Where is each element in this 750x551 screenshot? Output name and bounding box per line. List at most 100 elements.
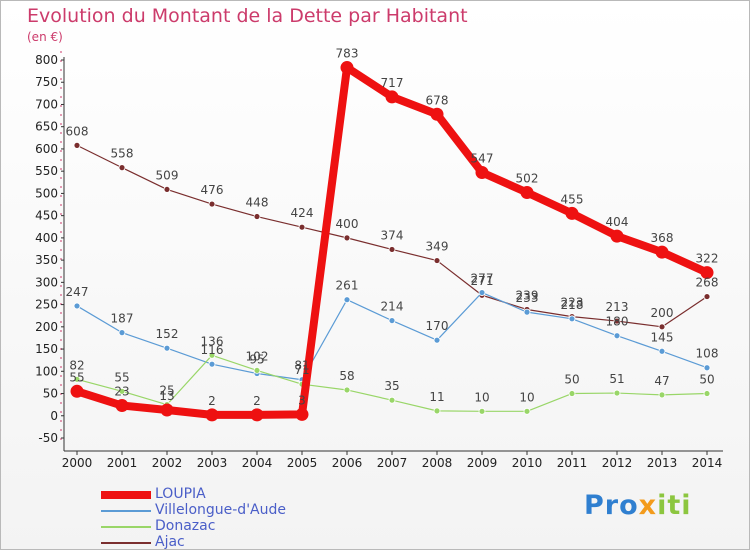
x-tick-label: 2012: [602, 456, 633, 470]
x-tick-label: 2008: [422, 456, 453, 470]
data-label: 218: [561, 298, 584, 312]
data-point: [208, 351, 216, 359]
y-tick-label: 350: [35, 253, 58, 267]
x-tick-label: 2002: [152, 456, 183, 470]
x-tick-label: 2014: [692, 456, 723, 470]
data-label: 10: [474, 390, 489, 404]
data-point: [253, 213, 261, 220]
data-label: 214: [381, 300, 404, 314]
data-point: [613, 317, 621, 325]
data-label: 50: [564, 373, 579, 387]
data-label: 261: [336, 279, 359, 293]
data-label: 13: [159, 389, 174, 403]
data-point: [658, 391, 666, 399]
data-point: [703, 293, 711, 300]
data-label: 55: [114, 370, 129, 384]
data-point: [73, 302, 81, 310]
legend-item-donazac: Donazac: [101, 518, 361, 535]
data-label: 476: [201, 183, 224, 197]
x-tick-label: 2001: [107, 456, 138, 470]
data-label: 322: [696, 252, 719, 266]
data-label: 349: [426, 240, 449, 254]
x-tick-label: 2000: [62, 456, 93, 470]
data-label: 502: [516, 172, 539, 186]
x-tick-label: 2013: [647, 456, 678, 470]
y-tick-label: -50: [38, 431, 58, 445]
data-point: [658, 323, 666, 331]
data-label: 271: [471, 274, 494, 288]
data-label: 558: [111, 147, 134, 161]
data-point: [610, 229, 624, 243]
data-label: 82: [69, 358, 84, 372]
x-tick-label: 2003: [197, 456, 228, 470]
data-point: [253, 367, 261, 374]
data-label: 547: [471, 152, 494, 166]
y-tick-label: 500: [35, 186, 58, 200]
data-label: 145: [651, 330, 674, 344]
data-label: 58: [339, 369, 354, 383]
data-label: 108: [696, 347, 719, 361]
y-tick-label: 700: [35, 97, 58, 111]
data-point: [433, 336, 441, 344]
data-label: 2: [208, 394, 216, 408]
data-point: [703, 390, 711, 397]
y-tick-label: 250: [35, 298, 58, 312]
legend-label-villelongue: Villelongue-d'Aude: [155, 502, 286, 518]
data-point: [520, 186, 534, 200]
data-point: [478, 407, 486, 415]
data-label: 400: [336, 217, 359, 231]
y-tick-label: 0: [50, 409, 58, 423]
legend-item-villelongue: Villelongue-d'Aude: [101, 502, 361, 519]
data-label: 51: [609, 372, 624, 386]
y-tick-label: 450: [35, 209, 58, 223]
y-tick-label: 200: [35, 320, 58, 334]
data-label: 424: [291, 206, 314, 220]
data-label: 47: [654, 374, 669, 388]
data-label: 25: [159, 384, 174, 398]
data-label: 247: [66, 285, 89, 299]
data-point: [388, 396, 396, 404]
data-point: [295, 407, 309, 421]
data-point: [613, 332, 621, 340]
y-tick-label: 800: [35, 53, 58, 67]
data-point: [430, 107, 444, 121]
x-tick-label: 2010: [512, 456, 543, 470]
y-tick-label: 300: [35, 275, 58, 289]
x-tick-label: 2004: [242, 456, 273, 470]
data-point: [73, 141, 81, 149]
data-label: 71: [294, 363, 309, 377]
y-tick-label: 150: [35, 342, 58, 356]
data-point: [208, 200, 216, 208]
data-label: 608: [66, 124, 89, 138]
data-point: [700, 266, 714, 280]
legend-swatch-ajac: [101, 542, 151, 544]
data-point: [475, 166, 489, 180]
x-tick-label: 2007: [377, 456, 408, 470]
data-label: 55: [69, 370, 84, 384]
legend-swatch-villelongue: [101, 510, 151, 512]
data-label: 404: [606, 215, 629, 229]
data-point: [568, 315, 576, 323]
data-label: 95: [249, 353, 264, 367]
x-tick-label: 2005: [287, 456, 318, 470]
data-label: 368: [651, 231, 674, 245]
data-label: 455: [561, 192, 584, 206]
y-tick-label: 650: [35, 120, 58, 134]
data-point: [565, 206, 579, 220]
y-tick-label: 600: [35, 142, 58, 156]
data-point: [613, 389, 621, 397]
data-label: 35: [384, 379, 399, 393]
data-point: [388, 317, 396, 324]
data-label: 200: [651, 306, 674, 320]
data-point: [523, 308, 531, 316]
y-tick-label: 400: [35, 231, 58, 245]
legend-label-donazac: Donazac: [155, 518, 216, 534]
data-label: 213: [606, 300, 629, 314]
data-label: 152: [156, 327, 179, 341]
data-label: 239: [516, 288, 539, 302]
data-label: 223: [561, 296, 584, 310]
data-label: 102: [246, 349, 269, 363]
proxiti-logo: Proxiti: [584, 490, 692, 521]
